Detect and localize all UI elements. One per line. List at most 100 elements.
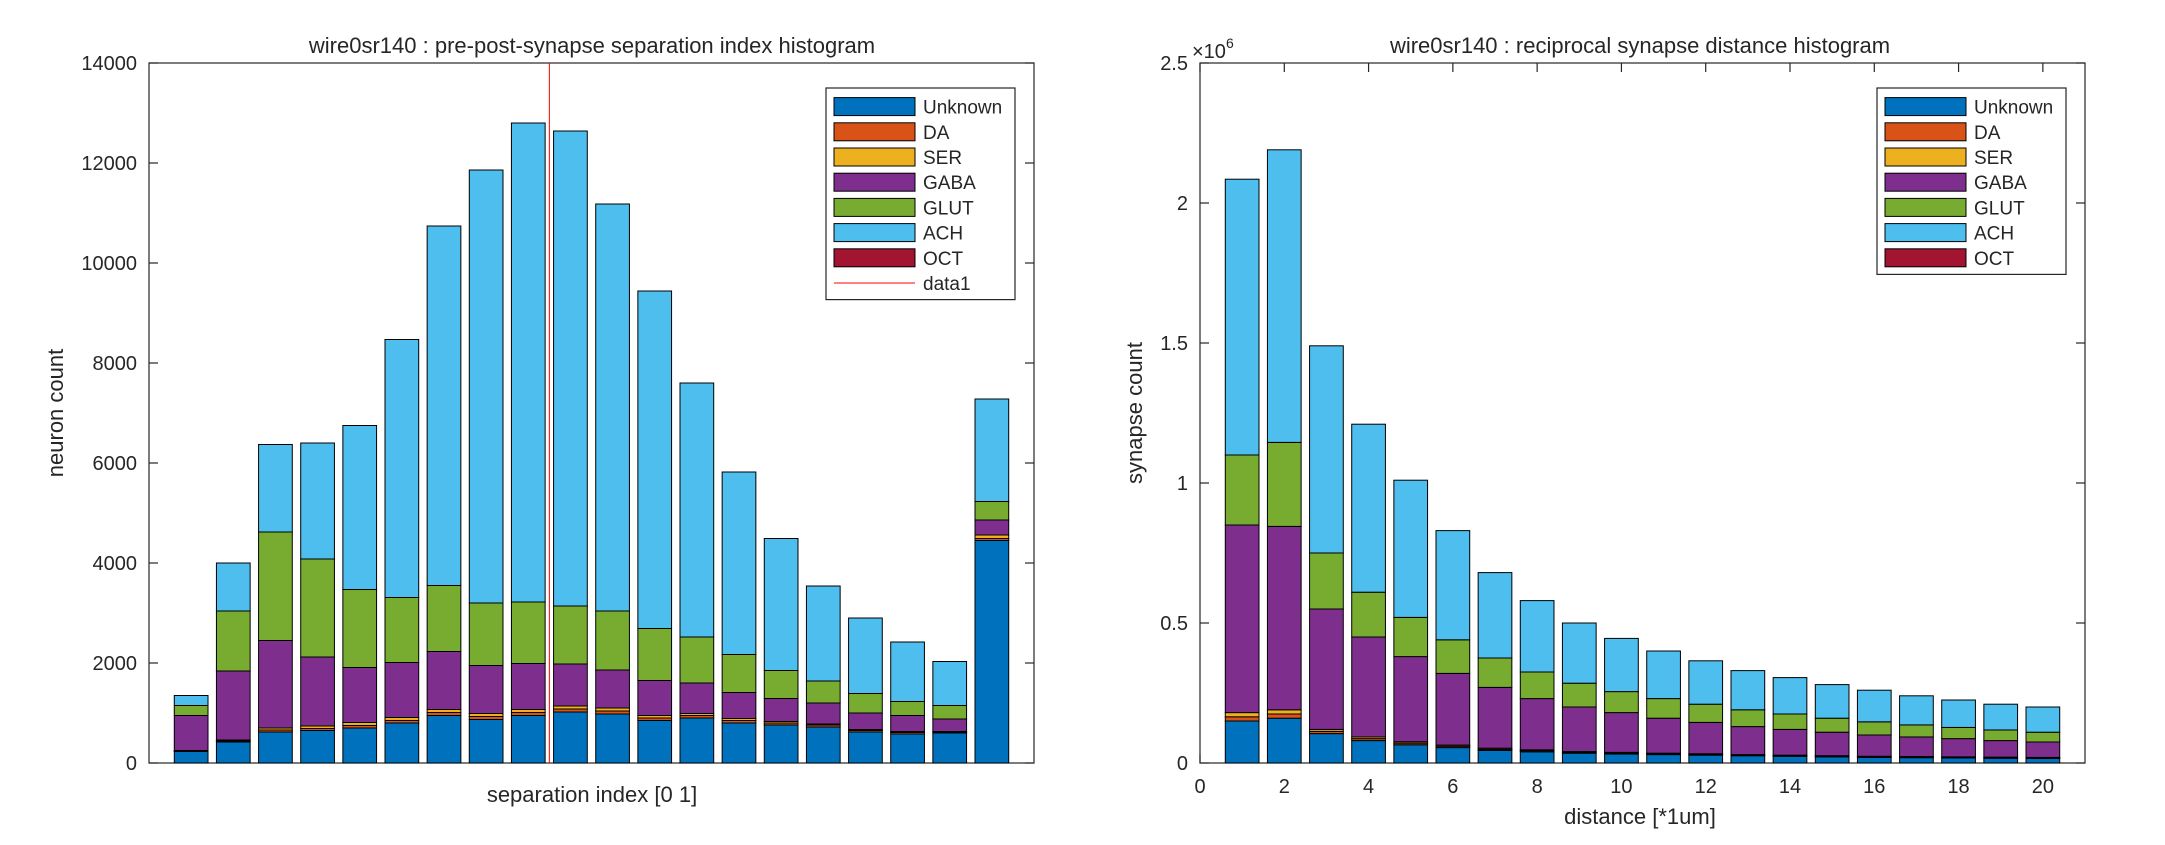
right-xtick-label: 10 xyxy=(1610,776,1632,798)
left-bar-ach-19 xyxy=(932,661,968,706)
left-bar-gaba-17 xyxy=(848,712,883,730)
left-bar-glut-15 xyxy=(763,670,799,699)
left-bar-gaba-12 xyxy=(637,680,673,716)
right-bar-glut-1 xyxy=(1224,454,1260,526)
left-bar-ach-8 xyxy=(468,169,504,604)
left-bar-ach-10 xyxy=(553,130,588,607)
right-bar-da-2 xyxy=(1266,713,1302,719)
right-bar-glut-8 xyxy=(1519,671,1555,700)
left-bar-glut-4 xyxy=(300,558,335,658)
left-bar-glut-8 xyxy=(468,602,504,666)
right-bar-gaba-16 xyxy=(1856,734,1892,757)
left-bar-ach-3 xyxy=(258,444,293,533)
left-ytick-label: 14000 xyxy=(81,53,137,75)
right-bar-gaba-18 xyxy=(1941,738,1976,758)
right-bar-glut-12 xyxy=(1688,703,1724,723)
right-bar-glut-2 xyxy=(1266,441,1302,527)
left-bar-glut-17 xyxy=(848,693,883,714)
right-bar-glut-15 xyxy=(1814,717,1850,733)
right-bar-unknown-7 xyxy=(1477,749,1513,764)
right-bar-ach-14 xyxy=(1772,677,1808,715)
right-legend-label-gaba: GABA xyxy=(1974,173,2027,194)
right-bar-ach-5 xyxy=(1393,479,1429,618)
left-bar-ach-18 xyxy=(890,641,925,702)
left-ytick-label: 2000 xyxy=(93,653,138,675)
right-bar-gaba-17 xyxy=(1899,736,1934,758)
right-bar-ach-1 xyxy=(1224,178,1260,456)
right-bar-glut-11 xyxy=(1646,698,1681,719)
right-bar-gaba-2 xyxy=(1266,525,1302,711)
left-bar-ach-13 xyxy=(679,382,715,638)
right-xtick-label: 0 xyxy=(1194,776,1205,798)
right-legend-swatch-ach xyxy=(1884,223,1967,243)
right-bar-unknown-1 xyxy=(1224,720,1260,764)
right-legend-label-da: DA xyxy=(1974,123,2001,144)
right-xtick-label: 18 xyxy=(1947,776,1969,798)
right-bar-gaba-12 xyxy=(1688,721,1724,755)
right-bar-gaba-5 xyxy=(1393,656,1429,743)
right-bar-unknown-2 xyxy=(1266,717,1302,764)
right-bar-ach-20 xyxy=(2025,706,2061,733)
left-bar-gaba-1 xyxy=(173,715,209,751)
left-ytick-label: 8000 xyxy=(93,353,138,375)
right-legend-swatch-oct xyxy=(1884,248,1967,268)
left-bar-unknown-7 xyxy=(426,715,462,764)
left-bar-glut-20 xyxy=(974,501,1010,521)
left-bar-ach-15 xyxy=(763,538,799,671)
left-bar-gaba-3 xyxy=(258,640,293,729)
right-bar-gaba-8 xyxy=(1519,698,1555,751)
right-xtick-label: 16 xyxy=(1863,776,1885,798)
left-bar-glut-11 xyxy=(595,610,630,671)
right-bar-ach-9 xyxy=(1561,622,1597,684)
right-bar-unknown-19 xyxy=(1983,757,2019,764)
right-bar-ach-10 xyxy=(1604,637,1639,693)
right-bar-glut-19 xyxy=(1983,729,2019,742)
right-bar-ach-17 xyxy=(1899,695,1934,726)
left-legend-swatch-ser xyxy=(833,147,916,167)
left-bar-unknown-1 xyxy=(173,751,209,764)
left-bar-ach-1 xyxy=(173,695,209,706)
right-bar-glut-20 xyxy=(2025,731,2061,743)
right-bar-unknown-3 xyxy=(1309,733,1344,764)
right-legend-swatch-da xyxy=(1884,122,1967,142)
right-xtick-label: 8 xyxy=(1532,776,1543,798)
right-legend-swatch-ser xyxy=(1884,147,1967,167)
left-bar-glut-16 xyxy=(805,680,841,704)
right-bar-gaba-19 xyxy=(1983,740,2019,758)
left-bar-gaba-15 xyxy=(763,698,799,722)
left-bar-glut-14 xyxy=(721,654,757,693)
left-bar-gaba-11 xyxy=(595,669,630,709)
right-bar-unknown-4 xyxy=(1351,740,1386,764)
left-legend-label-da: DA xyxy=(923,123,950,144)
right-legend-swatch-gaba xyxy=(1884,172,1967,192)
left-bar-unknown-8 xyxy=(468,719,504,764)
right-bar-unknown-6 xyxy=(1435,747,1471,764)
right-bar-gaba-9 xyxy=(1561,706,1597,753)
left-bar-ser-20 xyxy=(974,534,1010,539)
left-chart: 0 2000 4000 6000 8000 10000 12000 14000 Unknown D… xyxy=(81,53,1035,775)
right-legend-label-ser: SER xyxy=(1974,148,2013,169)
right-legend-label-unknown: Unknown xyxy=(1974,98,2053,119)
right-xtick-label: 4 xyxy=(1363,776,1374,798)
left-legend-box xyxy=(825,87,1016,301)
left-ytick-label: 12000 xyxy=(81,153,137,175)
right-y-exponent-base: ×10 xyxy=(1192,41,1226,63)
left-bar-gaba-19 xyxy=(932,718,968,732)
right-bar-glut-14 xyxy=(1772,713,1808,730)
right-bar-ach-7 xyxy=(1477,572,1513,659)
left-bar-ach-4 xyxy=(300,442,335,560)
right-bar-glut-9 xyxy=(1561,682,1597,708)
right-xtick-label: 2 xyxy=(1279,776,1290,798)
right-ytick-label: 0.5 xyxy=(1160,613,1188,635)
right-bar-unknown-10 xyxy=(1604,753,1639,764)
right-bar-gaba-7 xyxy=(1477,686,1513,749)
right-xtick-label: 6 xyxy=(1447,776,1458,798)
left-y-axis-label: neuron count xyxy=(43,349,68,477)
left-ytick-label: 0 xyxy=(126,753,137,775)
right-bar-ach-16 xyxy=(1856,689,1892,723)
left-bar-ach-12 xyxy=(637,290,673,629)
left-bar-unknown-2 xyxy=(215,741,251,764)
right-bar-unknown-8 xyxy=(1519,751,1555,764)
right-xtick-label: 14 xyxy=(1779,776,1801,798)
